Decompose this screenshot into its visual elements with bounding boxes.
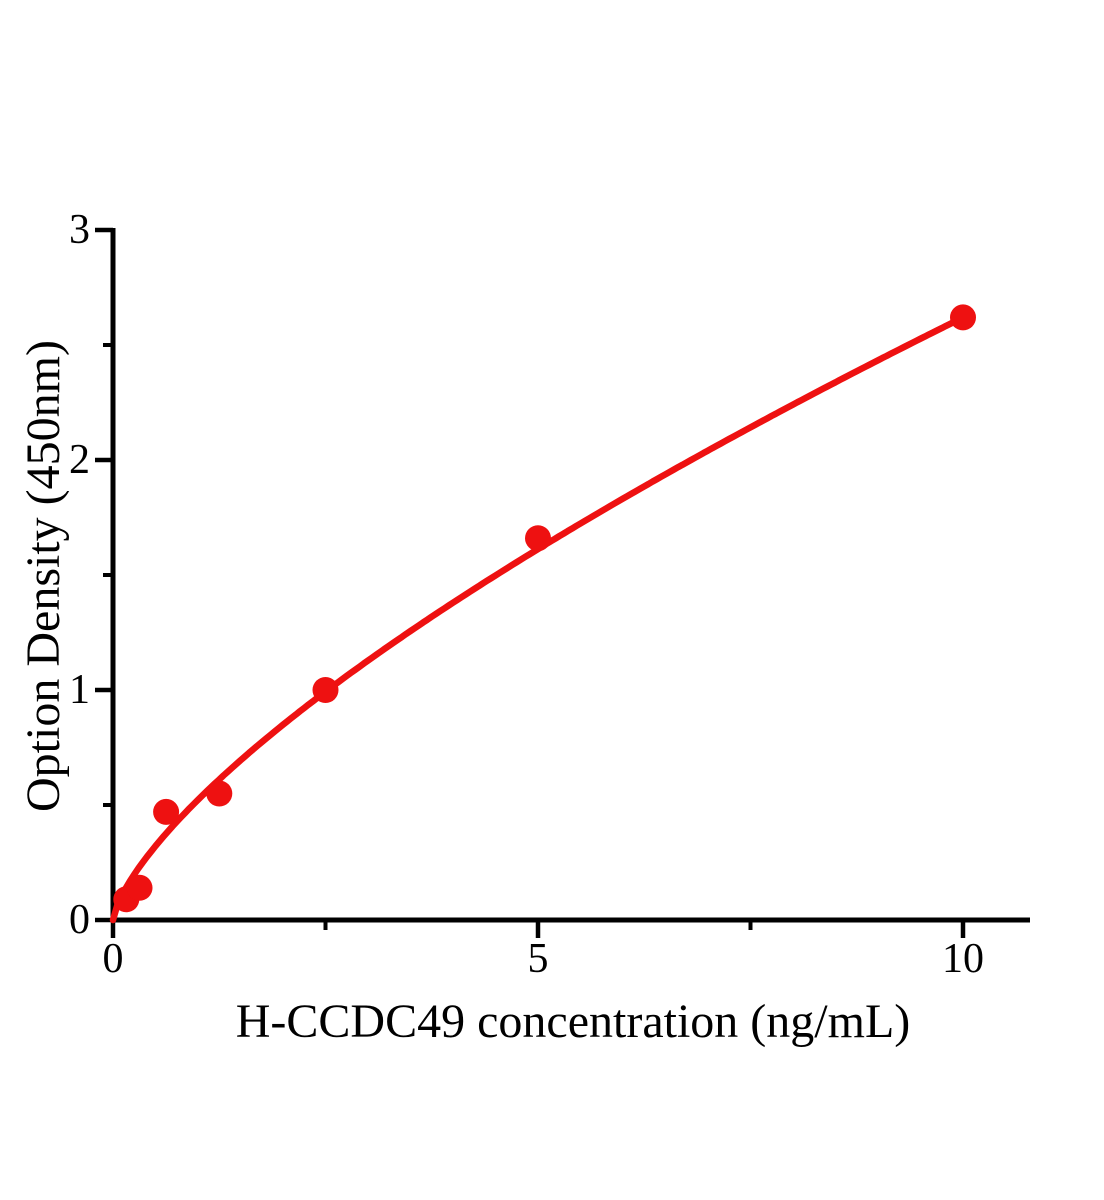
y-tick-label-0: 0 (69, 897, 90, 943)
data-point-marker (126, 874, 153, 901)
y-tick-label-2: 2 (69, 437, 90, 483)
y-tick-label-1: 1 (69, 667, 90, 713)
data-point-marker (950, 304, 976, 331)
data-point-marker (153, 798, 180, 825)
x-tick-label-10: 10 (942, 936, 984, 982)
data-point-marker (525, 525, 551, 552)
x-tick-label-0: 0 (102, 936, 124, 982)
y-axis-title: Option Density (450nm) (17, 340, 70, 812)
data-point-marker (206, 780, 233, 807)
y-tick-label-3: 3 (69, 207, 90, 253)
fit-curve-line (109, 314, 967, 924)
x-axis-title: H-CCDC49 concentration (ng/mL) (235, 995, 911, 1048)
data-point-marker (312, 677, 339, 703)
x-tick-label-5: 5 (527, 936, 549, 982)
